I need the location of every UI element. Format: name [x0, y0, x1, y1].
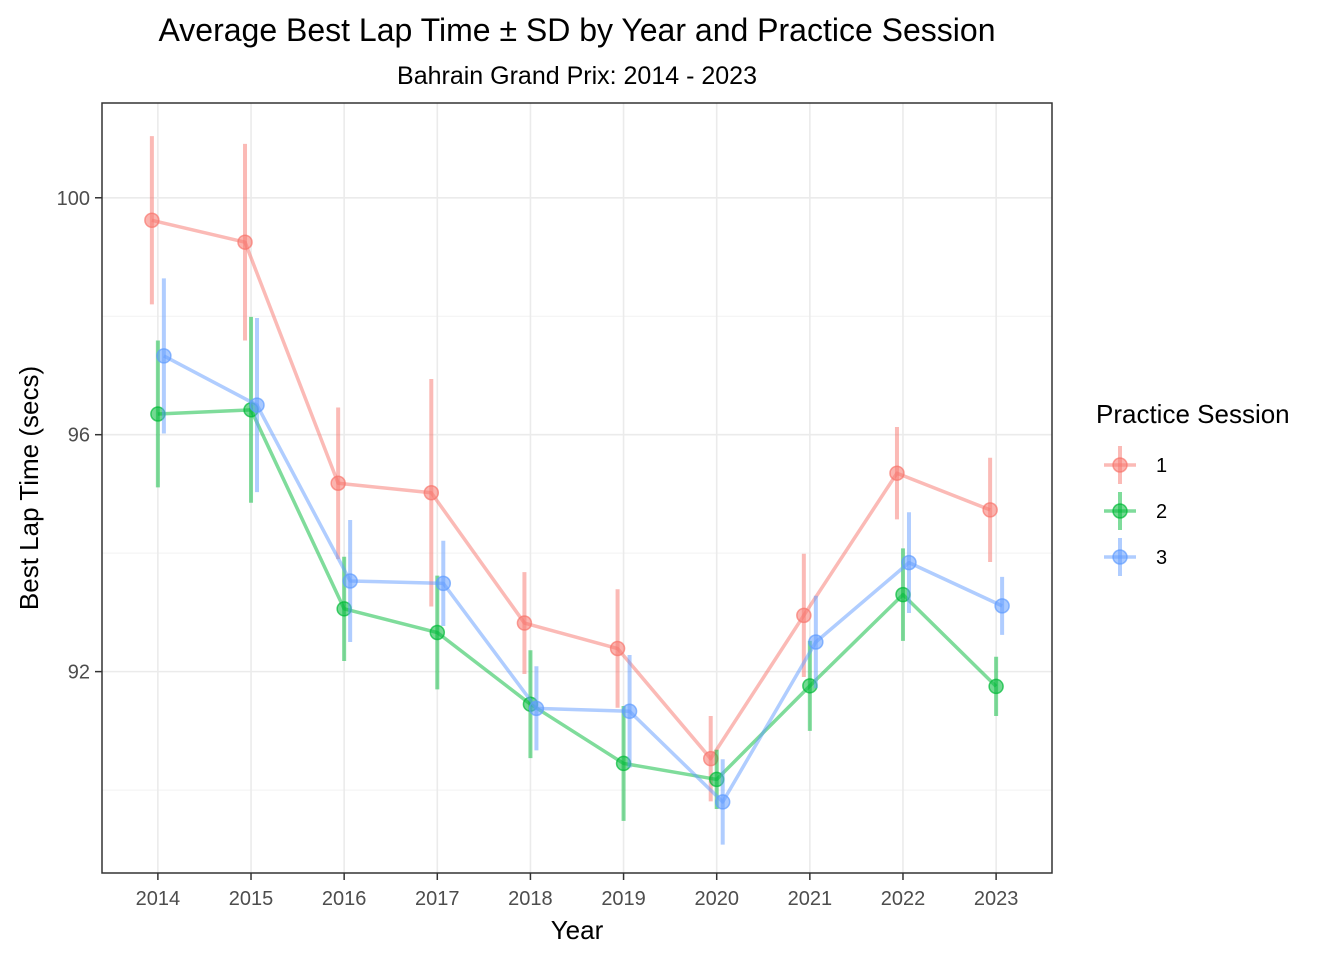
data-point — [330, 475, 346, 492]
x-axis: 2014 2015 2016 2017 2018 2019 2020 2021 2022 2023 — [136, 873, 1019, 910]
series-line — [151, 218, 991, 761]
data-point — [796, 607, 812, 624]
x-tick-label: 2015 — [229, 888, 274, 910]
legend-label: 1 — [1156, 455, 1167, 477]
series-3 — [156, 278, 1010, 845]
x-tick-label: 2023 — [974, 888, 1019, 910]
plot-panel-border — [101, 102, 1053, 874]
data-point — [808, 634, 824, 650]
data-point — [994, 598, 1010, 614]
legend-item-1: 1 — [1104, 446, 1167, 484]
x-tick-label: 2016 — [322, 888, 367, 910]
plot-background — [102, 103, 1052, 873]
y-tick-label: 100 — [57, 188, 90, 210]
x-axis-title: Year — [551, 915, 604, 945]
legend-label: 2 — [1156, 501, 1167, 523]
data-point — [889, 465, 905, 481]
data-point — [982, 502, 998, 518]
data-point — [901, 554, 917, 571]
data-point — [516, 615, 533, 631]
legend-item-3: 3 — [1104, 538, 1167, 576]
series-line — [163, 354, 1003, 804]
data-point — [342, 573, 358, 589]
x-tick-label: 2017 — [415, 888, 460, 910]
data-point — [237, 234, 253, 250]
legend-key-point — [1112, 457, 1128, 473]
data-point — [156, 348, 172, 364]
x-tick-label: 2021 — [788, 888, 833, 910]
data-point — [528, 700, 545, 717]
legend: Practice Session 1 2 3 — [1096, 399, 1290, 576]
x-tick-label: 2014 — [136, 888, 181, 910]
legend-title: Practice Session — [1096, 399, 1290, 429]
series-line — [157, 408, 998, 782]
data-point — [144, 212, 160, 229]
y-axis: 92 96 100 — [57, 188, 102, 684]
y-axis-title: Best Lap Time (secs) — [14, 366, 44, 610]
data-point — [423, 484, 440, 501]
y-tick-label: 92 — [68, 662, 90, 684]
series-layer — [144, 136, 1010, 845]
legend-key-point — [1112, 503, 1128, 519]
legend-key-point — [1112, 549, 1128, 565]
data-point — [609, 640, 626, 657]
x-tick-label: 2019 — [601, 888, 646, 910]
chart-subtitle: Bahrain Grand Prix: 2014 - 2023 — [397, 62, 757, 90]
data-point — [988, 678, 1004, 695]
data-point — [429, 624, 446, 641]
data-point — [714, 794, 731, 810]
data-point — [621, 703, 638, 720]
x-tick-label: 2022 — [881, 888, 926, 910]
x-tick-label: 2020 — [694, 888, 739, 910]
legend-item-2: 2 — [1104, 492, 1167, 530]
series-1 — [144, 136, 998, 802]
y-tick-label: 96 — [68, 425, 90, 447]
x-tick-label: 2018 — [508, 888, 553, 910]
data-point — [249, 397, 265, 413]
legend-label: 3 — [1156, 547, 1167, 569]
data-point — [435, 575, 452, 592]
chart-title: Average Best Lap Time ± SD by Year and P… — [159, 12, 996, 48]
